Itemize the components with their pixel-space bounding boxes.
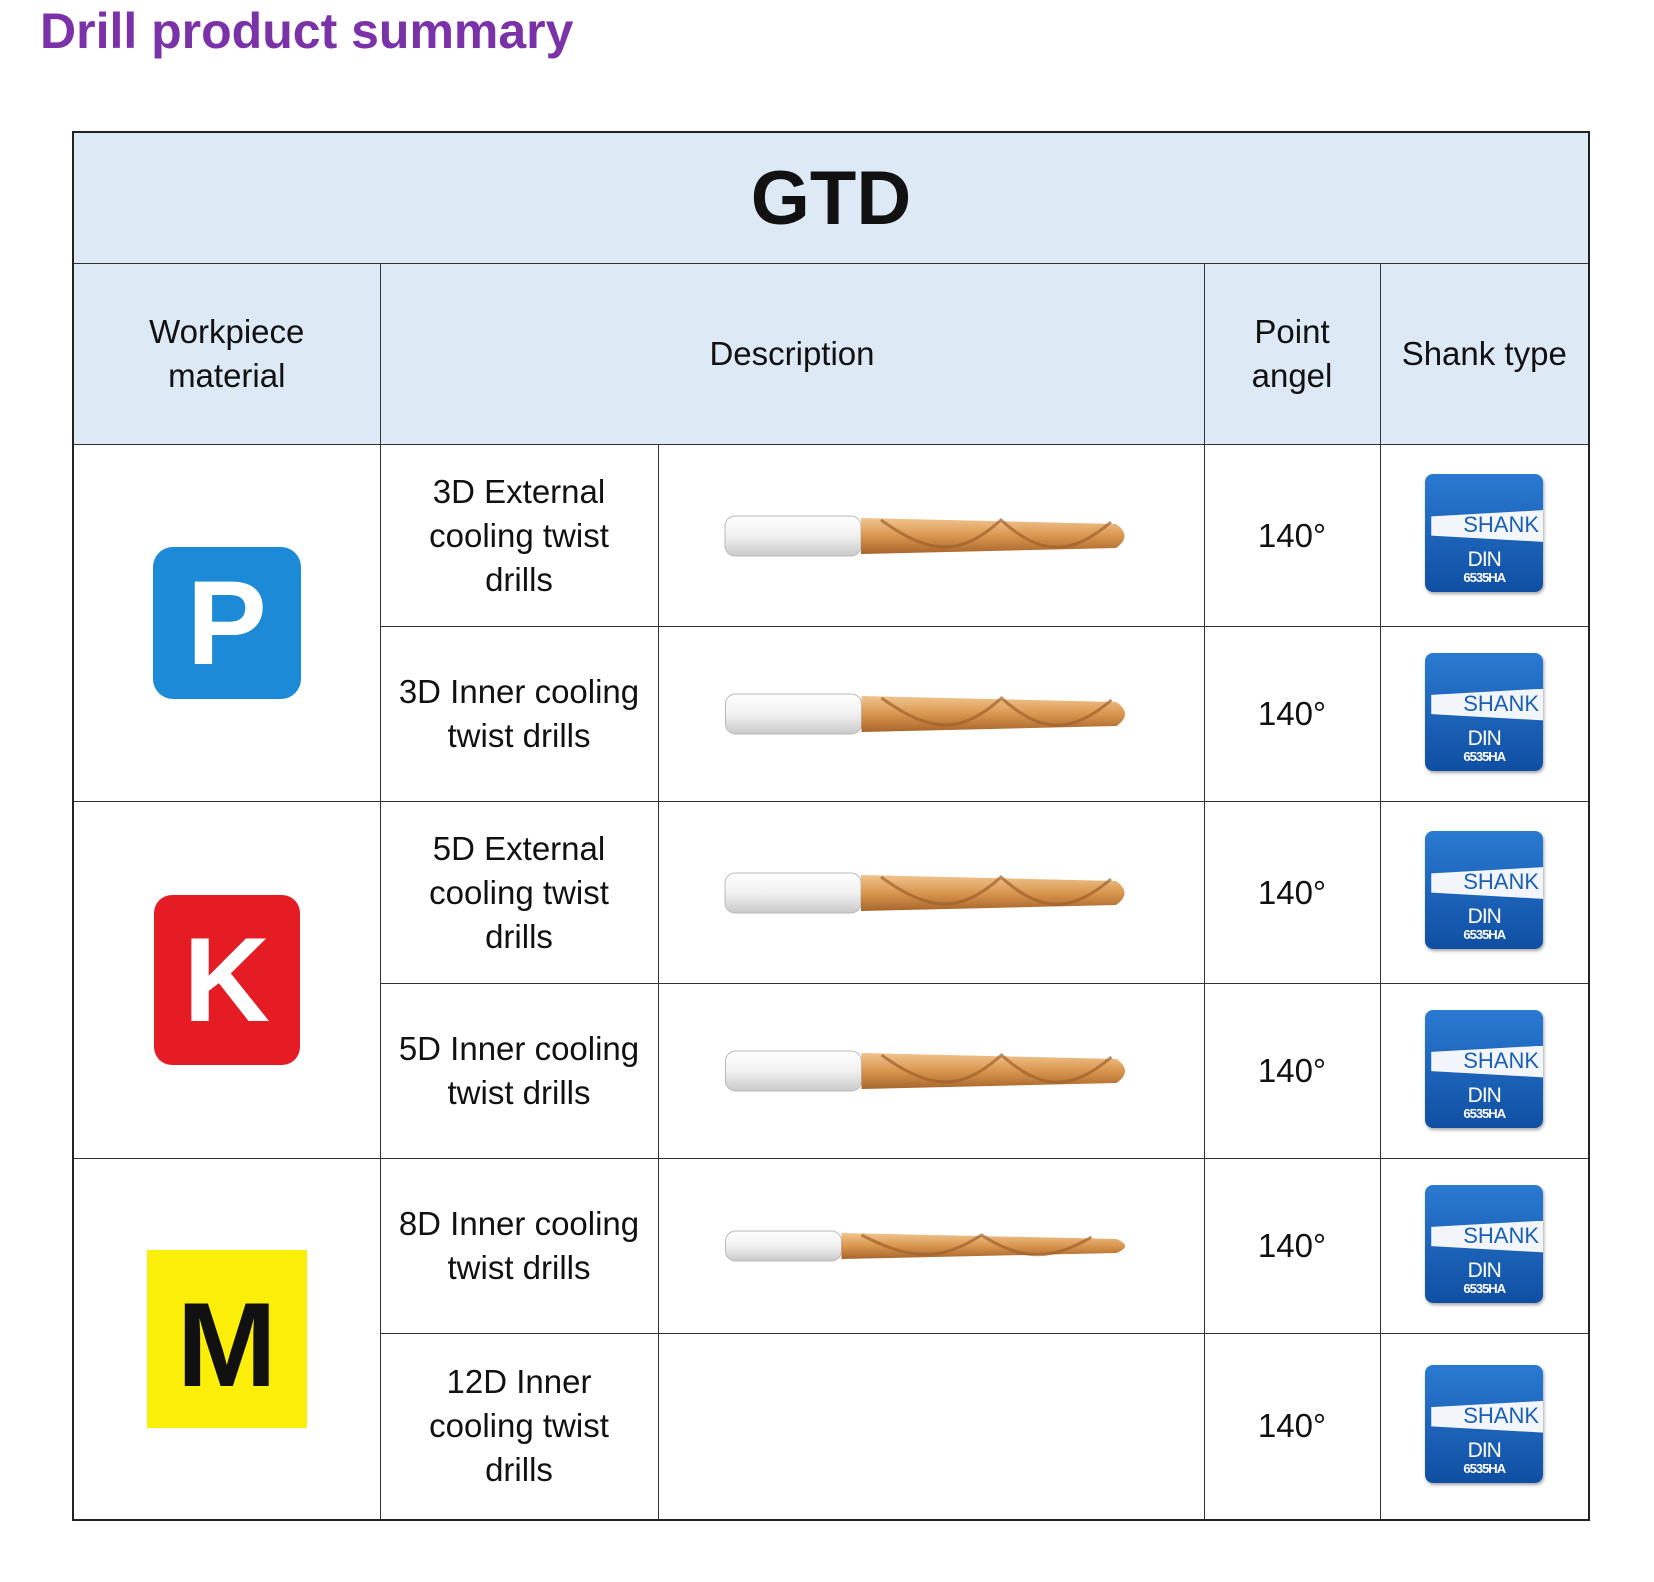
shank-din-6535ha-icon: SHANK DIN 6535HA xyxy=(1425,1364,1544,1483)
shank-standard: DIN xyxy=(1467,1083,1502,1107)
table-row: P 3D External cooling twist drills 140° SHA… xyxy=(72,444,1591,802)
material-m-badge: M xyxy=(146,1249,307,1428)
twist-drill-icon xyxy=(724,515,1125,556)
twist-drill-icon xyxy=(724,1050,1125,1092)
shank-code: 6535HA xyxy=(1463,1280,1506,1296)
page-title: Drill product summary xyxy=(40,3,574,59)
shank-din-6535ha-icon: SHANK DIN 6535HA xyxy=(1425,1184,1544,1303)
shank-type-cell: SHANK DIN 6535HA xyxy=(1379,801,1591,984)
shank-type-cell: SHANK DIN 6535HA xyxy=(1379,444,1591,627)
shank-type-cell: SHANK DIN 6535HA xyxy=(1379,983,1591,1159)
drill-image-cell xyxy=(657,801,1205,984)
drill-image-cell xyxy=(657,626,1205,802)
shank-word: SHANK xyxy=(1463,1047,1540,1073)
shank-code: 6535HA xyxy=(1463,1460,1506,1476)
shank-code: 6535HA xyxy=(1463,1105,1506,1121)
drill-summary-table: GTD Workpiece material Description Point… xyxy=(71,131,1591,1521)
shank-word: SHANK xyxy=(1463,1402,1540,1428)
point-angle-cell: 140° xyxy=(1203,801,1381,984)
header-point-angle: Point angel xyxy=(1203,263,1381,445)
point-angle-cell: 140° xyxy=(1203,1333,1381,1521)
twist-drill-icon xyxy=(724,1230,1125,1262)
header-shank-type: Shank type xyxy=(1379,263,1591,445)
table-row: K 5D External cooling twist drills 140° SHA… xyxy=(72,801,1591,1159)
shank-standard: DIN xyxy=(1467,1258,1502,1282)
header-workpiece-material: Workpiece material xyxy=(72,263,381,445)
point-angle-cell: 140° xyxy=(1203,1158,1381,1334)
drill-image-cell xyxy=(657,1333,1205,1521)
workpiece-material-cell: M xyxy=(72,1158,381,1521)
point-angle-cell: 140° xyxy=(1203,444,1381,627)
table-row: 3D Inner cooling twist drills 140° SHANK DI… xyxy=(73,626,1591,802)
shank-standard: DIN xyxy=(1467,548,1502,571)
shank-din-6535ha-icon: SHANK DIN 6535HA xyxy=(1425,474,1544,592)
shank-word: SHANK xyxy=(1463,690,1540,716)
workpiece-material-cell: K xyxy=(72,801,381,1159)
drill-image-cell xyxy=(657,983,1205,1159)
table-row: 12D Inner cooling twist drills 140° SHANK D… xyxy=(73,1333,1591,1521)
drill-image-cell xyxy=(657,1158,1205,1334)
description-cell: 3D Inner cooling twist drills xyxy=(379,626,659,802)
shank-standard: DIN xyxy=(1467,1438,1502,1462)
shank-type-cell: SHANK DIN 6535HA xyxy=(1379,1158,1591,1334)
series-title: GTD xyxy=(71,131,1591,264)
description-cell: 3D External cooling twist drills xyxy=(379,444,659,627)
material-p-badge: P xyxy=(152,547,301,699)
point-angle-cell: 140° xyxy=(1203,983,1381,1159)
description-cell: 5D External cooling twist drills xyxy=(379,801,659,984)
shank-din-6535ha-icon: SHANK DIN 6535HA xyxy=(1425,652,1544,771)
shank-code: 6535HA xyxy=(1463,570,1506,585)
material-k-badge: K xyxy=(153,895,300,1065)
shank-word: SHANK xyxy=(1463,512,1540,537)
workpiece-material-cell: P xyxy=(72,444,381,802)
table-row: 5D Inner cooling twist drills 140° SHANK DI… xyxy=(73,983,1591,1159)
shank-word: SHANK xyxy=(1463,1222,1540,1248)
shank-code: 6535HA xyxy=(1463,927,1506,942)
shank-code: 6535HA xyxy=(1463,748,1506,764)
drill-image-cell xyxy=(657,444,1205,627)
shank-standard: DIN xyxy=(1467,726,1502,750)
shank-din-6535ha-icon: SHANK DIN 6535HA xyxy=(1425,1009,1544,1128)
twist-drill-icon xyxy=(724,693,1125,735)
shank-standard: DIN xyxy=(1467,905,1502,928)
shank-word: SHANK xyxy=(1463,869,1540,894)
shank-type-cell: SHANK DIN 6535HA xyxy=(1379,626,1591,802)
description-cell: 8D Inner cooling twist drills xyxy=(379,1158,659,1334)
shank-type-cell: SHANK DIN 6535HA xyxy=(1379,1333,1591,1521)
description-cell: 5D Inner cooling twist drills xyxy=(379,983,659,1159)
header-description: Description xyxy=(379,263,1205,445)
table-row: M 8D Inner cooling twist drills 140° SHANK D… xyxy=(72,1158,1591,1521)
point-angle-cell: 140° xyxy=(1203,626,1381,802)
twist-drill-icon xyxy=(724,872,1125,913)
description-cell: 12D Inner cooling twist drills xyxy=(379,1333,659,1521)
shank-din-6535ha-icon: SHANK DIN 6535HA xyxy=(1425,831,1544,949)
